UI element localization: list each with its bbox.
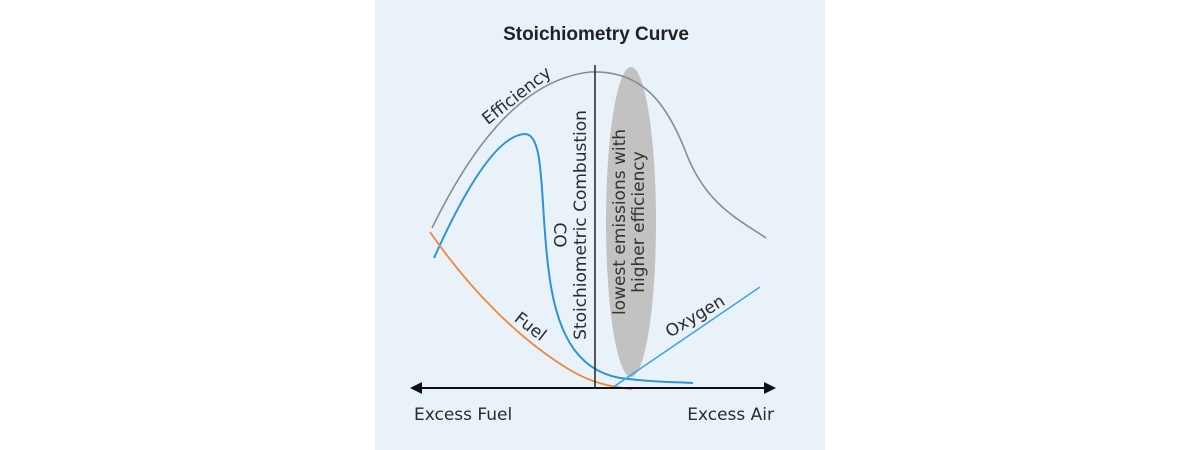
fuel-label: Fuel: [510, 308, 550, 345]
excess-fuel-label: Excess Fuel: [414, 405, 512, 425]
efficiency-curve: [431, 71, 767, 239]
optimal-band: [606, 67, 656, 377]
excess-air-label: Excess Air: [687, 405, 774, 425]
fuel-curve: [429, 231, 633, 390]
oxygen-curve: [611, 286, 761, 389]
oxygen-label: Oxygen: [662, 291, 728, 342]
diagram-title: Stoichiometry Curve: [503, 24, 689, 45]
band-label-line2: higher efficiency: [629, 151, 649, 293]
band-label-line1: lowest emissions with: [610, 129, 630, 315]
co-label: CO: [549, 222, 569, 247]
efficiency-label: Efficiency: [478, 63, 555, 129]
stoichiometric-label: Stoichiometric Combustion: [571, 110, 591, 340]
